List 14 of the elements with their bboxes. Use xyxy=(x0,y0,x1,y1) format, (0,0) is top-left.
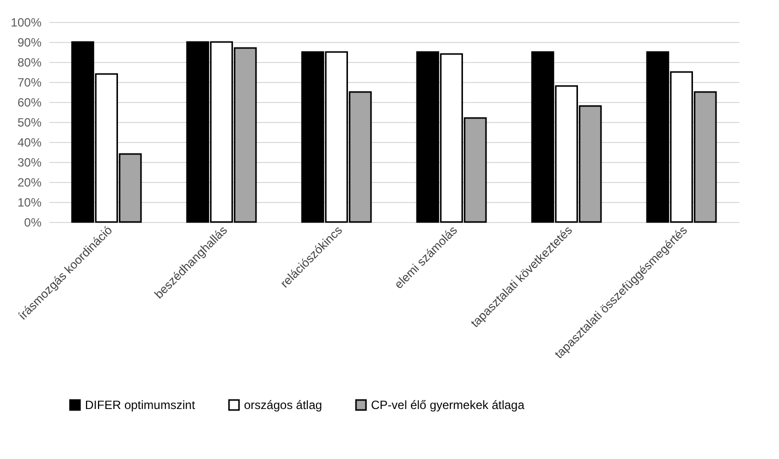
y-tick-label: 50% xyxy=(17,116,42,130)
y-tick-label: 90% xyxy=(17,36,42,50)
legend-label: DIFER optimumszint xyxy=(85,398,196,412)
y-tick-label: 20% xyxy=(17,176,42,190)
y-tick-label: 30% xyxy=(17,156,42,170)
y-tick-label: 40% xyxy=(17,136,42,150)
y-tick-label: 100% xyxy=(10,16,42,30)
y-tick-label: 10% xyxy=(17,196,42,210)
y-tick-label: 60% xyxy=(17,96,42,110)
y-tick-label: 70% xyxy=(17,76,42,90)
y-tick-label: 0% xyxy=(24,216,42,230)
legend-label: országos átlag xyxy=(244,398,322,412)
legend-label: CP-vel élő gyermekek átlaga xyxy=(371,398,525,412)
y-tick-label: 80% xyxy=(17,56,42,70)
